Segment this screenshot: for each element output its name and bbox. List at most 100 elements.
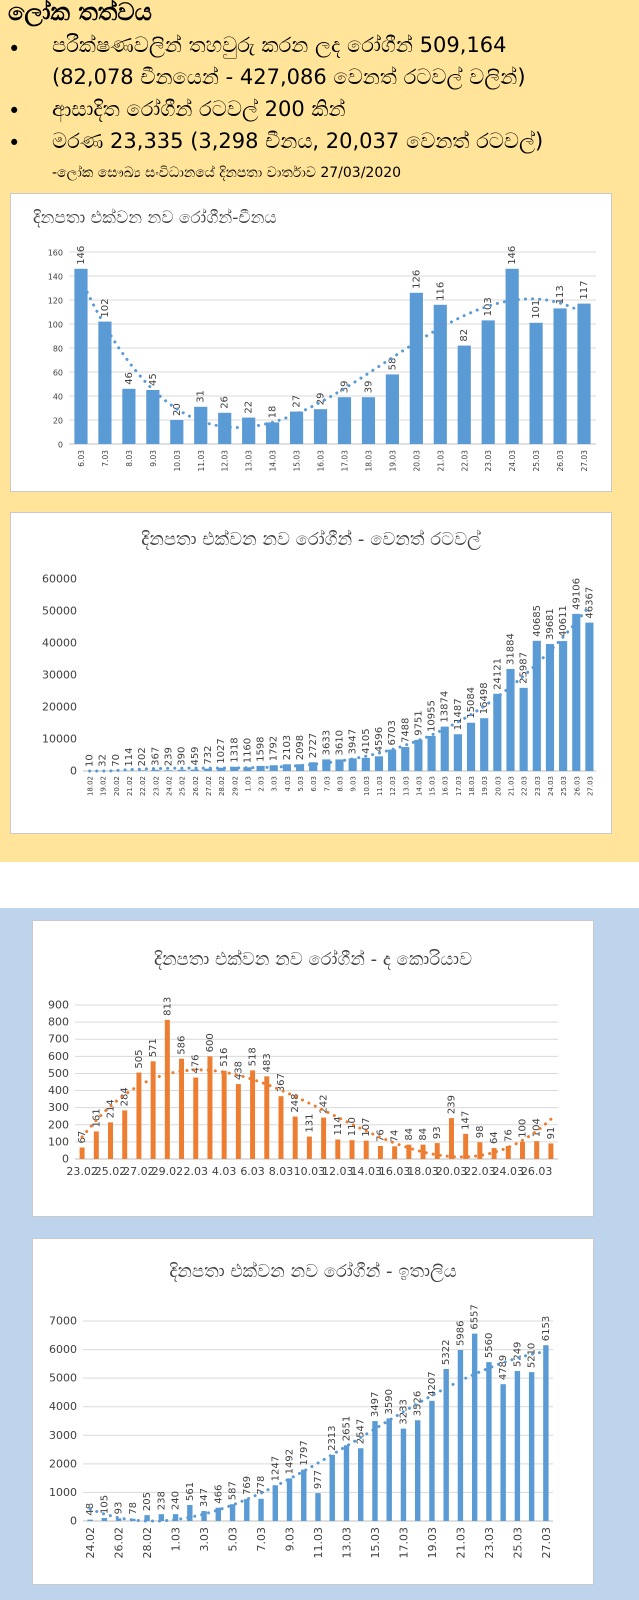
bar — [434, 1143, 440, 1159]
bar — [235, 1084, 241, 1159]
bar — [337, 397, 352, 444]
data-label: 3526 — [413, 1391, 424, 1416]
x-tick-label: 23.02 — [152, 776, 160, 796]
bar — [286, 1478, 293, 1521]
data-label: 146 — [507, 246, 518, 265]
x-tick-label: 27.03 — [540, 1527, 553, 1559]
bar — [218, 412, 232, 444]
bar — [414, 739, 423, 771]
x-tick-label: 28.02 — [218, 776, 226, 796]
bar — [429, 1400, 435, 1521]
bar — [372, 1421, 378, 1521]
y-tick-label: 160 — [48, 249, 63, 258]
y-tick-label: 4000 — [49, 1400, 77, 1413]
x-tick-label: 29.02 — [231, 776, 239, 796]
bar — [443, 1368, 449, 1521]
data-label: 101 — [531, 300, 542, 319]
x-tick-label: 18.03 — [468, 776, 476, 796]
bar — [221, 1070, 227, 1159]
x-tick-label: 22.03 — [521, 776, 529, 796]
chart-panel-italy: දිනපතා එක්වන නව රෝගීන් - ඉතාලිය 0 1000 200… — [32, 1238, 594, 1585]
x-tick-label: 23.02 — [66, 1165, 98, 1178]
bar — [244, 1499, 250, 1521]
data-label: 1797 — [299, 1440, 310, 1465]
x-tick-label: 20.03 — [494, 776, 502, 796]
data-label: 39681 — [545, 608, 556, 640]
x-tick-label: 22.02 — [139, 776, 147, 796]
bar — [146, 390, 160, 444]
bar — [377, 1145, 383, 1159]
bar — [514, 1371, 521, 1521]
data-label: 104 — [532, 1118, 543, 1137]
trendline — [80, 1068, 553, 1159]
bar — [278, 1096, 284, 1159]
bar — [505, 1145, 511, 1159]
x-tick-label: 12.03 — [389, 776, 397, 796]
bar — [440, 726, 449, 771]
data-label: 5249 — [512, 1342, 523, 1367]
x-tick-label: 24.03 — [547, 776, 555, 796]
x-tick-label: 16.03 — [317, 450, 326, 472]
data-label: 114 — [124, 748, 135, 767]
data-label: 39 — [339, 380, 350, 393]
bar — [243, 767, 252, 771]
data-label: 32 — [98, 754, 109, 767]
bar — [506, 668, 515, 771]
y-tick-label: 2000 — [49, 1457, 77, 1470]
x-tick-label: 25.02 — [95, 1165, 127, 1178]
bar — [457, 1349, 464, 1521]
bar — [108, 1122, 114, 1159]
bar — [315, 1493, 321, 1521]
data-label: 202 — [137, 747, 148, 766]
bar — [289, 411, 304, 444]
data-label: 5322 — [441, 1339, 452, 1364]
data-label: 600 — [205, 1033, 216, 1052]
x-tick-label: 7.03 — [101, 450, 110, 467]
data-label: 4105 — [361, 728, 372, 753]
x-tick-label: 8.03 — [125, 450, 134, 467]
bar — [448, 1118, 454, 1159]
x-tick-label: 13.03 — [245, 450, 254, 472]
data-label: 76 — [503, 1129, 514, 1142]
data-label: 587 — [228, 1481, 239, 1500]
data-label: 5560 — [484, 1333, 495, 1358]
x-tick-label: 6.03 — [77, 450, 86, 467]
x-tick-label: 16.03 — [379, 1165, 411, 1178]
x-tick-label: 8.03 — [337, 776, 345, 792]
y-tick-label: 500 — [48, 1067, 69, 1080]
x-tick-label: 2.03 — [184, 1165, 209, 1178]
bar — [335, 1139, 341, 1159]
y-tick-label: 0 — [70, 1515, 77, 1528]
bar — [577, 303, 591, 444]
bar — [358, 1448, 364, 1521]
data-label: 110 — [347, 1117, 358, 1136]
bar — [309, 762, 318, 771]
data-label: 10955 — [427, 700, 438, 732]
data-label: 147 — [461, 1111, 472, 1130]
data-label: 74 — [390, 1130, 401, 1143]
data-label: 40685 — [532, 605, 543, 637]
bar — [74, 268, 88, 444]
chart-title-south-korea: දිනපතා එක්වන නව රෝගීන් - ද කොරියාව — [153, 949, 473, 970]
bar — [329, 1454, 335, 1521]
bar — [414, 1420, 421, 1521]
data-label: 1792 — [269, 736, 280, 761]
bar — [500, 1384, 506, 1521]
x-tick-label: 2.03 — [258, 776, 266, 792]
bar — [172, 1514, 179, 1521]
x-tick-label: 13.03 — [340, 1527, 353, 1559]
bar — [528, 1372, 535, 1521]
data-label: 31884 — [506, 633, 517, 665]
data-label: 25987 — [519, 652, 530, 684]
bar — [292, 1116, 298, 1159]
data-label: 93 — [432, 1126, 443, 1139]
data-label: 3947 — [348, 729, 359, 754]
x-tick-label: 23.03 — [483, 1527, 496, 1559]
y-tick-label: 800 — [48, 1016, 69, 1029]
bar — [313, 409, 328, 444]
bar — [493, 693, 502, 771]
y-tick-label: 40000 — [42, 637, 77, 650]
bar — [272, 1485, 278, 1521]
bar — [301, 1469, 307, 1521]
bar — [361, 757, 370, 771]
